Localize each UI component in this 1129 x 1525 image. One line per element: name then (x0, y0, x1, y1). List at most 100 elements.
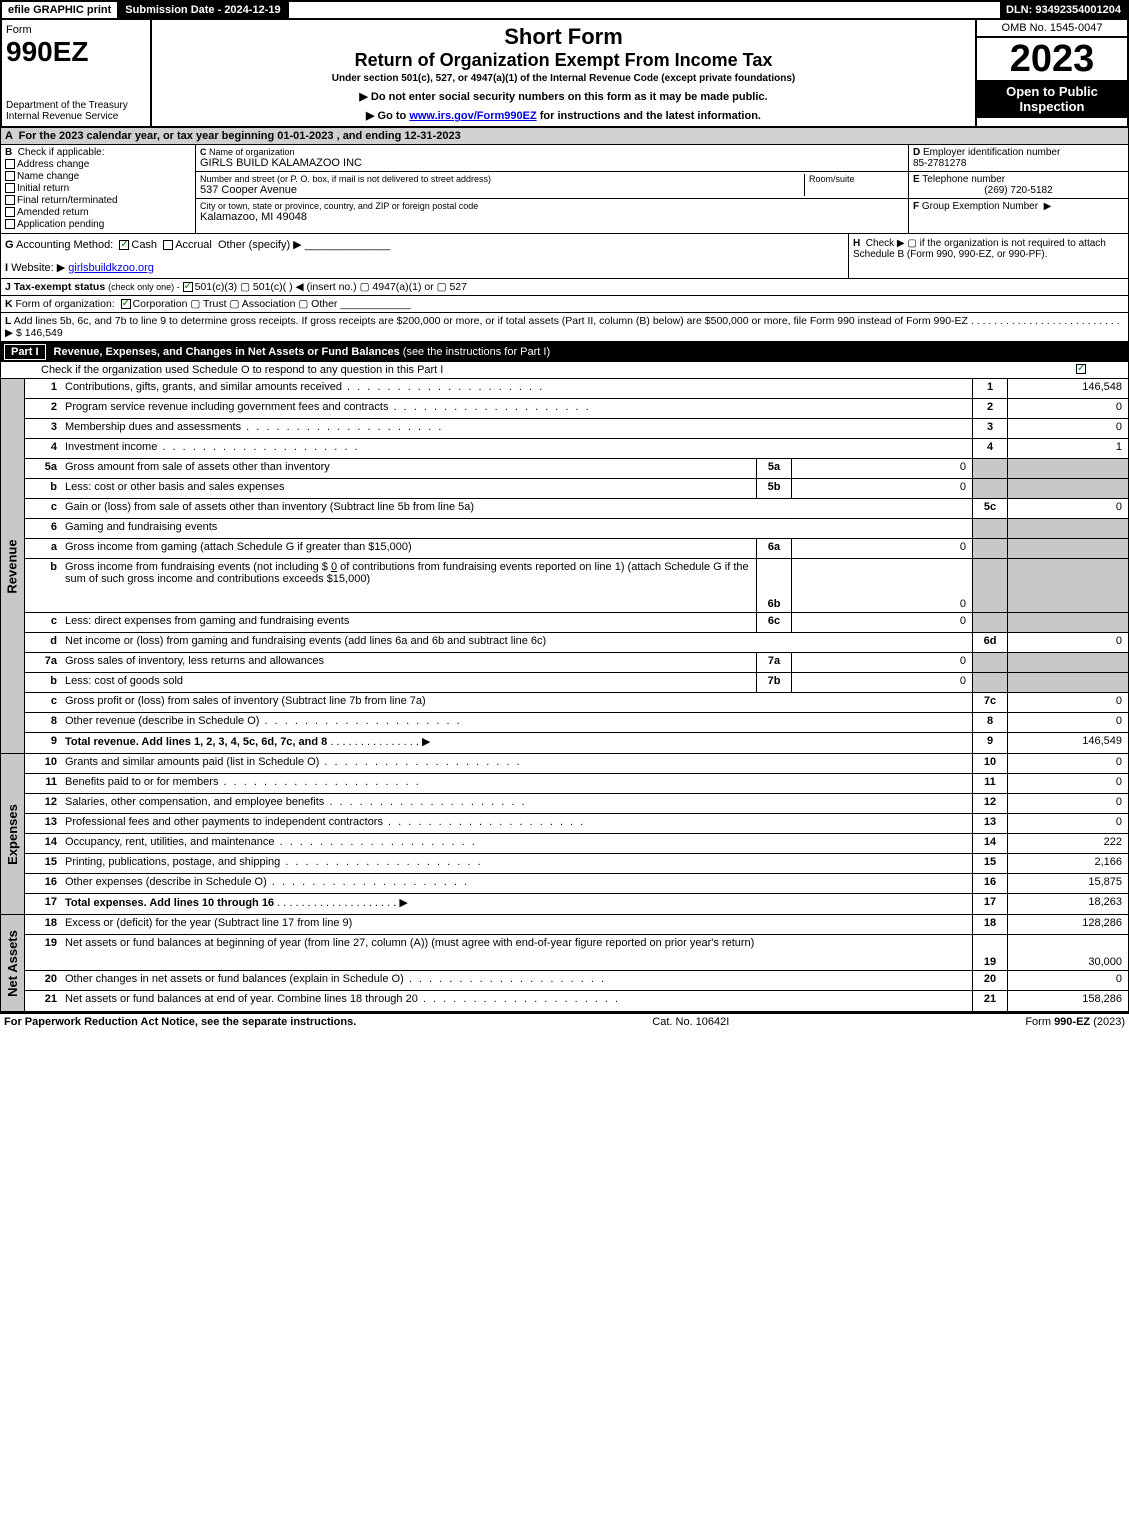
cb-label: Initial return (17, 183, 69, 194)
e-phone: E Telephone number(269) 720-5182 (909, 172, 1128, 199)
line-7c-rn: 7c (972, 693, 1008, 712)
cb-address-change[interactable]: Address change (5, 159, 191, 170)
b-label: Check if applicable: (18, 147, 105, 158)
line-5a-subval: 0 (792, 459, 972, 478)
line-4-desc: Investment income (61, 439, 972, 458)
line-12-val: 0 (1008, 794, 1128, 813)
line-16-desc: Other expenses (describe in Schedule O) (61, 874, 972, 893)
expenses-text: Expenses (5, 804, 20, 865)
line-8-desc: Other revenue (describe in Schedule O) (61, 713, 972, 732)
city-state-zip: Kalamazoo, MI 49048 (200, 211, 904, 223)
line-6a-subval: 0 (792, 539, 972, 558)
goto-suffix: for instructions and the latest informat… (537, 110, 761, 122)
addr-label: Number and street (or P. O. box, if mail… (200, 174, 804, 184)
line-11-desc: Benefits paid to or for members (61, 774, 972, 793)
irs-link[interactable]: www.irs.gov/Form990EZ (409, 110, 536, 122)
cash-label: Cash (131, 239, 157, 251)
i-label: Website: ▶ (11, 262, 65, 274)
part-title: Revenue, Expenses, and Changes in Net As… (54, 346, 400, 358)
revenue-lines: 1Contributions, gifts, grants, and simil… (25, 379, 1128, 753)
line-18-val: 128,286 (1008, 915, 1128, 934)
line-20-val: 0 (1008, 971, 1128, 990)
line-17-text: Total expenses. Add lines 10 through 16 (65, 897, 274, 909)
line-9-val: 146,549 (1008, 733, 1128, 753)
line-15-val: 2,166 (1008, 854, 1128, 873)
j-options: 501(c)(3) ▢ 501(c)( ) ◀ (insert no.) ▢ 4… (195, 281, 467, 293)
line-7a-subno: 7a (756, 653, 792, 672)
omb-number: OMB No. 1545-0047 (977, 20, 1127, 38)
subtitle: Under section 501(c), 527, or 4947(a)(1)… (160, 73, 967, 84)
line-14-val: 222 (1008, 834, 1128, 853)
line-7b-subval: 0 (792, 673, 972, 692)
phone-value: (269) 720-5182 (913, 185, 1124, 196)
cb-initial-return[interactable]: Initial return (5, 183, 191, 194)
section-bcdef: B Check if applicable: Address change Na… (0, 145, 1129, 234)
expenses-label: Expenses (1, 754, 25, 914)
row-l: L Add lines 5b, 6c, and 7b to line 9 to … (0, 313, 1129, 342)
revenue-label: Revenue (1, 379, 25, 753)
goto-prefix: Go to (378, 110, 410, 122)
line-7b-desc: Less: cost of goods sold (61, 673, 756, 692)
c-label: Name of organization (209, 147, 295, 157)
room-label: Room/suite (804, 174, 904, 196)
arrow-icon: ▶ (1044, 201, 1052, 212)
cb-cash[interactable] (119, 240, 129, 250)
expenses-section: Expenses 10Grants and similar amounts pa… (0, 754, 1129, 915)
form-header: Form 990EZ Department of the Treasury In… (0, 20, 1129, 128)
netassets-label: Net Assets (1, 915, 25, 1011)
tax-year: 2023 (977, 38, 1127, 80)
line-7b-subno: 7b (756, 673, 792, 692)
part-1-header: Part I Revenue, Expenses, and Changes in… (0, 342, 1129, 362)
period-text: For the 2023 calendar year, or tax year … (19, 130, 461, 142)
line-5c-desc: Gain or (loss) from sale of assets other… (61, 499, 972, 518)
title-short-form: Short Form (160, 24, 967, 50)
l-amount: $ 146,549 (16, 327, 63, 339)
line-5b-subno: 5b (756, 479, 792, 498)
line-9-text: Total revenue. Add lines 1, 2, 3, 4, 5c,… (65, 736, 327, 748)
row-gh: G Accounting Method: Cash Accrual Other … (0, 234, 1129, 279)
k-label: Form of organization: (16, 298, 115, 310)
cb-label: Address change (17, 159, 89, 170)
line-18-desc: Excess or (deficit) for the year (Subtra… (61, 915, 972, 934)
line-2-desc: Program service revenue including govern… (61, 399, 972, 418)
row-a-period: A For the 2023 calendar year, or tax yea… (0, 128, 1129, 145)
form-number: 990EZ (6, 36, 146, 68)
cb-corp[interactable] (121, 299, 131, 309)
goto-line: ▶ Go to www.irs.gov/Form990EZ for instru… (160, 109, 967, 122)
website-link[interactable]: girlsbuildkzoo.org (68, 262, 154, 274)
efile-label[interactable]: efile GRAPHIC print (2, 2, 119, 18)
cb-schedule-o[interactable] (1076, 364, 1086, 374)
netassets-text: Net Assets (5, 930, 20, 997)
line-6a-subno: 6a (756, 539, 792, 558)
g-label: Accounting Method: (16, 239, 113, 251)
line-6b-desc: Gross income from fundraising events (no… (61, 559, 756, 612)
row-j: J Tax-exempt status (check only one) - 5… (0, 279, 1129, 296)
ssn-warning: Do not enter social security numbers on … (160, 90, 967, 103)
cb-accrual[interactable] (163, 240, 173, 250)
e-label: Telephone number (922, 174, 1005, 185)
line-3-desc: Membership dues and assessments (61, 419, 972, 438)
cb-amended[interactable]: Amended return (5, 207, 191, 218)
cb-final-return[interactable]: Final return/terminated (5, 195, 191, 206)
part1-check-row: Check if the organization used Schedule … (0, 362, 1129, 379)
line-17-desc: Total expenses. Add lines 10 through 16 … (61, 894, 972, 914)
cb-label: Final return/terminated (17, 195, 118, 206)
revenue-text: Revenue (5, 539, 20, 593)
header-mid: Short Form Return of Organization Exempt… (152, 20, 977, 126)
form-word: Form (6, 24, 146, 36)
line-7c-val: 0 (1008, 693, 1128, 712)
f-group: F Group Exemption Number ▶ (909, 199, 1128, 214)
top-bar: efile GRAPHIC print Submission Date - 20… (0, 0, 1129, 20)
department: Department of the Treasury Internal Reve… (6, 100, 146, 122)
footer-mid: Cat. No. 10642I (652, 1016, 729, 1028)
cb-app-pending[interactable]: Application pending (5, 219, 191, 230)
footer-left: For Paperwork Reduction Act Notice, see … (4, 1016, 356, 1028)
line-5c-rn: 5c (972, 499, 1008, 518)
cb-501c3[interactable] (183, 282, 193, 292)
line-6d-val: 0 (1008, 633, 1128, 652)
cb-name-change[interactable]: Name change (5, 171, 191, 182)
line-5a-desc: Gross amount from sale of assets other t… (61, 459, 756, 478)
cb-label: Name change (17, 171, 79, 182)
j-label: Tax-exempt status (14, 281, 105, 293)
other-label: Other (specify) ▶ (218, 239, 302, 251)
